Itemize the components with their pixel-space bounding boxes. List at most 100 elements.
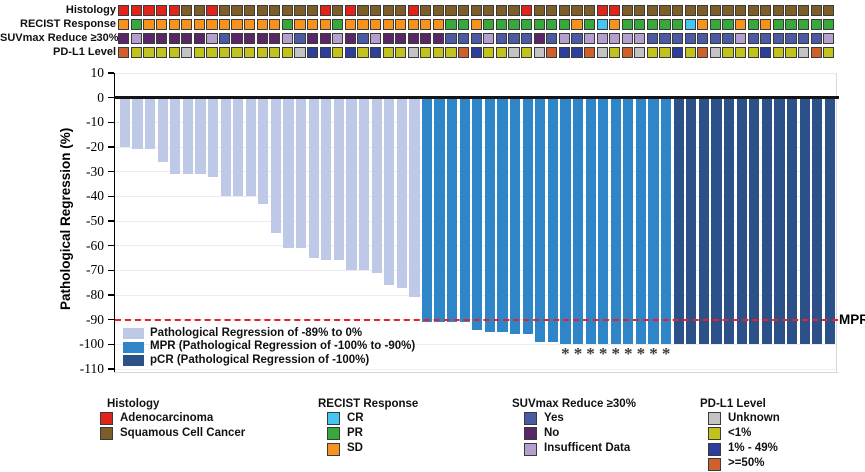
track-cell [269,5,281,16]
bar [774,99,785,345]
track-cell [621,19,633,30]
track-cell [118,5,130,16]
gridline [115,368,836,370]
track-cell [583,33,596,44]
track-cell [609,5,621,16]
track-cell [709,33,721,44]
bar [157,99,168,162]
track-cell [672,5,684,16]
track-cell [206,19,218,30]
track-cell [218,33,231,44]
track-cell [395,33,407,44]
track-cell [772,5,784,16]
track-cell [307,19,319,30]
bar [308,99,319,258]
track-cell [483,19,495,30]
track-cell [483,5,495,16]
track-cell [734,33,747,44]
track-cell [785,47,797,58]
track-cell [571,33,583,44]
track-cell [609,47,621,58]
track-cell [294,19,306,30]
track-cell [823,5,835,16]
track-cell [395,47,407,58]
y-tick-mark [107,121,114,124]
track-cell [181,47,193,58]
track-cell [420,5,432,16]
gridline [115,343,836,345]
track-cell [382,5,394,16]
bar [786,99,798,345]
bar [598,99,609,345]
track-cell [810,5,822,16]
legend-swatch [524,427,537,441]
track-cell [445,47,457,58]
track-cell [420,33,432,44]
bar [610,99,621,345]
track-cell [281,47,294,58]
bar [132,99,143,150]
track-cell [231,19,243,30]
track-cell [583,47,596,58]
track-cell [470,47,482,58]
track-label: SUVmax Reduce ≥30% [0,32,119,44]
track-cell [118,19,130,30]
bar [384,99,395,286]
track-cell [206,5,218,16]
y-tick-label: -80 [86,287,104,302]
y-tick-label: -60 [86,237,104,253]
track-cell [470,33,482,44]
track-cell [684,19,696,30]
legend-label: 1% - 49% [728,442,778,455]
track-cell [382,33,394,44]
legend-label: Insufficent Data [544,442,631,455]
track-cell [508,33,520,44]
track-cell [168,47,180,58]
y-tick-label: -20 [86,139,104,154]
track-cell [206,33,218,44]
track-cell [697,47,709,58]
track-cell [193,19,205,30]
legend-swatch [708,457,721,471]
track-cell [420,19,432,30]
track-cell [646,5,659,16]
asterisk-marker: * [573,344,583,363]
track-cell [269,33,281,44]
mpr-reference-label: MPR [839,312,865,327]
legend-group-title: SUVmax Reduce ≥30% [512,398,636,410]
bar [572,99,584,345]
legend-swatch [100,412,113,425]
track-cell [155,33,168,44]
bar [207,99,219,177]
track-cell [218,19,231,30]
track-cell [407,33,419,44]
track-cell [760,5,772,16]
y-tick-mark [107,72,114,74]
track-cell [659,19,671,30]
track-cell [458,19,470,30]
bar [220,99,231,197]
track-cell [571,47,583,58]
gridline [115,72,836,74]
track-cell [193,5,205,16]
bar [522,99,533,335]
asterisk-marker: * [598,344,608,363]
bar [484,99,496,332]
track-cell [168,19,180,30]
y-tick-mark [107,368,114,370]
track-cell [546,33,558,44]
legend-label: Adenocarcinoma [120,411,214,424]
plot-legend-swatch [123,355,144,366]
bar [119,99,130,147]
bar [170,99,181,175]
bar [560,99,571,345]
track-cell [155,5,168,16]
track-cell [785,5,797,16]
track-cell [155,47,168,58]
bar [258,99,269,204]
asterisk-marker: * [636,344,646,363]
y-tick-mark [107,220,114,222]
track-cell [407,47,419,58]
y-tick-label: -40 [86,188,104,204]
legend-group-title: PD-L1 Level [700,398,766,410]
